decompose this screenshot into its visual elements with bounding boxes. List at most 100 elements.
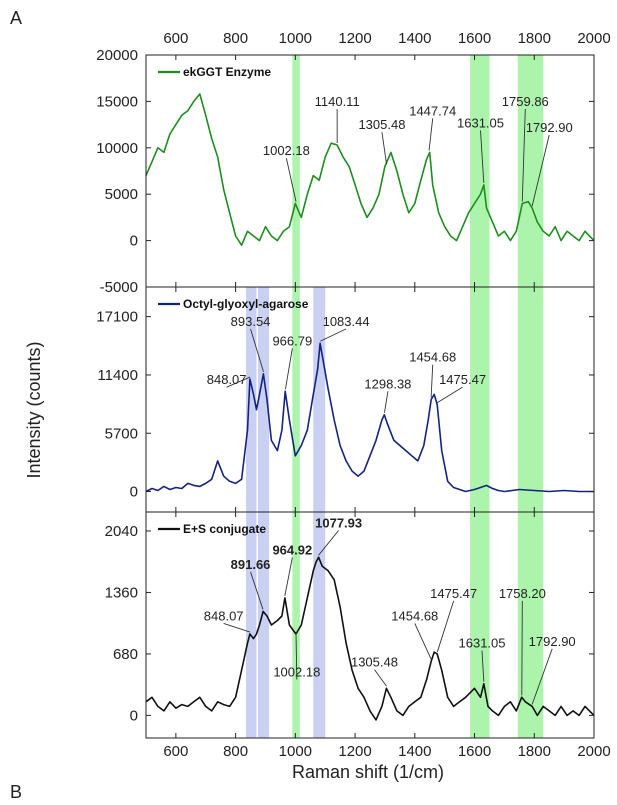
band-2-0 bbox=[246, 512, 257, 738]
ytick-label-2-1: 680 bbox=[113, 646, 138, 663]
annotation-label-2-6: 1454.68 bbox=[391, 608, 438, 623]
annotation-leader-0-2 bbox=[381, 132, 388, 165]
xtick-label-top-6: 1800 bbox=[518, 30, 551, 47]
panel-letter-b: B bbox=[10, 782, 23, 802]
annotation-label-0-0: 1002.18 bbox=[263, 143, 310, 158]
xtick-label-bottom-6: 1800 bbox=[518, 743, 551, 760]
ytick-label-0-2: 5000 bbox=[105, 186, 138, 203]
band-2-3 bbox=[313, 512, 326, 738]
annotation-label-2-5: 1305.48 bbox=[351, 655, 398, 670]
band-2-5 bbox=[517, 512, 544, 738]
xtick-label-bottom-1: 800 bbox=[223, 743, 248, 760]
band-0-0 bbox=[292, 55, 300, 287]
ytick-label-0-4: 15000 bbox=[96, 93, 138, 110]
annotation-label-1-6: 1475.47 bbox=[439, 372, 486, 387]
xtick-label-bottom-2: 1000 bbox=[279, 743, 312, 760]
xtick-label-top-5: 1600 bbox=[458, 30, 491, 47]
annotation-label-1-1: 893.54 bbox=[231, 314, 271, 329]
xtick-label-bottom-5: 1600 bbox=[458, 743, 491, 760]
y-axis-label: Intensity (counts) bbox=[24, 341, 44, 478]
annotation-label-0-1: 1140.11 bbox=[315, 94, 360, 109]
xtick-label-top-3: 1200 bbox=[338, 30, 371, 47]
band-1-5 bbox=[517, 287, 544, 512]
xtick-label-top-0: 600 bbox=[163, 30, 188, 47]
xtick-label-bottom-3: 1200 bbox=[338, 743, 371, 760]
xtick-label-bottom-0: 600 bbox=[163, 743, 188, 760]
annotation-leader-1-4 bbox=[384, 391, 389, 413]
annotation-label-2-1: 891.66 bbox=[231, 557, 271, 572]
series-line-0 bbox=[145, 93, 595, 246]
ytick-label-0-0: -5000 bbox=[100, 279, 138, 296]
annotation-leader-1-5 bbox=[430, 364, 434, 398]
band-1-0 bbox=[246, 287, 257, 512]
ytick-label-1-3: 17100 bbox=[96, 309, 138, 326]
band-1-1 bbox=[258, 287, 270, 512]
xtick-label-top-7: 2000 bbox=[577, 30, 610, 47]
annotation-leader-0-4 bbox=[480, 130, 485, 183]
annotation-label-2-4: 1002.18 bbox=[273, 665, 320, 680]
annotation-label-2-3: 1077.93 bbox=[315, 515, 362, 530]
annotation-leader-2-6 bbox=[414, 623, 432, 660]
annotation-label-0-3: 1447.74 bbox=[409, 103, 456, 118]
annotation-leader-2-3 bbox=[318, 530, 339, 556]
xtick-label-top-2: 1000 bbox=[279, 30, 312, 47]
xtick-label-bottom-7: 2000 bbox=[577, 743, 610, 760]
annotation-leader-2-4 bbox=[295, 632, 298, 680]
annotation-leader-2-7 bbox=[436, 600, 455, 653]
annotation-label-2-7: 1475.47 bbox=[430, 586, 477, 601]
ytick-label-2-3: 2040 bbox=[105, 523, 138, 540]
annotation-label-2-2: 964.92 bbox=[272, 542, 312, 557]
ytick-label-1-1: 5700 bbox=[105, 425, 138, 442]
annotation-leader-0-5 bbox=[521, 109, 526, 202]
band-2-1 bbox=[258, 512, 270, 738]
annotation-leader-2-2 bbox=[284, 557, 293, 596]
panel-letter-a: A bbox=[10, 8, 23, 28]
annotation-leader-2-10 bbox=[531, 648, 553, 705]
band-0-2 bbox=[517, 55, 544, 287]
annotation-label-0-2: 1305.48 bbox=[358, 117, 405, 132]
annotation-leader-1-3 bbox=[320, 328, 347, 342]
band-0-1 bbox=[470, 55, 490, 287]
annotation-label-0-4: 1631.05 bbox=[457, 115, 504, 130]
annotation-leader-2-8 bbox=[481, 650, 485, 682]
annotation-leader-1-6 bbox=[437, 386, 463, 403]
annotation-label-2-9: 1758.20 bbox=[499, 586, 546, 601]
annotation-leader-2-5 bbox=[374, 669, 387, 687]
annotation-label-1-5: 1454.68 bbox=[409, 350, 456, 365]
annotation-label-1-3: 1083.44 bbox=[323, 314, 370, 329]
series-line-2 bbox=[145, 556, 595, 721]
x-axis-label: Raman shift (1/cm) bbox=[292, 762, 444, 782]
xtick-label-top-1: 800 bbox=[223, 30, 248, 47]
ytick-label-0-5: 20000 bbox=[96, 47, 138, 64]
annotation-leader-2-1 bbox=[250, 571, 264, 610]
annotation-leader-2-9 bbox=[521, 600, 523, 696]
annotation-leader-1-0 bbox=[226, 376, 251, 388]
annotation-label-2-8: 1631.05 bbox=[459, 636, 506, 651]
legend-label-2: E+S conjugate bbox=[183, 522, 266, 536]
panel-frame-2 bbox=[145, 511, 595, 739]
band-1-3 bbox=[313, 287, 326, 512]
ytick-label-0-3: 10000 bbox=[96, 140, 138, 157]
ytick-label-1-0: 0 bbox=[130, 484, 138, 501]
band-2-4 bbox=[470, 512, 490, 738]
annotation-leader-1-1 bbox=[250, 328, 264, 373]
legend-label-1: Octyl-glyoxyl-agarose bbox=[183, 297, 309, 311]
annotation-label-0-6: 1792.90 bbox=[526, 120, 573, 135]
series-line-1 bbox=[145, 342, 594, 493]
band-2-2 bbox=[292, 512, 300, 738]
ytick-label-1-2: 11400 bbox=[97, 367, 138, 384]
annotation-leader-2-0 bbox=[223, 623, 251, 633]
xtick-label-top-4: 1400 bbox=[398, 30, 431, 47]
annotation-leader-0-0 bbox=[285, 158, 297, 202]
legend-label-0: ekGGT Enzyme bbox=[183, 65, 271, 79]
annotation-leader-0-3 bbox=[428, 118, 434, 151]
annotation-label-2-10: 1792.90 bbox=[529, 634, 576, 649]
ytick-label-2-2: 1360 bbox=[105, 584, 138, 601]
ytick-label-2-0: 0 bbox=[130, 707, 138, 724]
band-1-4 bbox=[470, 287, 490, 512]
annotation-label-2-0: 848.07 bbox=[204, 608, 244, 623]
annotation-label-0-5: 1759.86 bbox=[502, 94, 549, 109]
annotation-label-1-0: 848.07 bbox=[207, 372, 247, 387]
annotation-leader-1-2 bbox=[284, 348, 293, 390]
